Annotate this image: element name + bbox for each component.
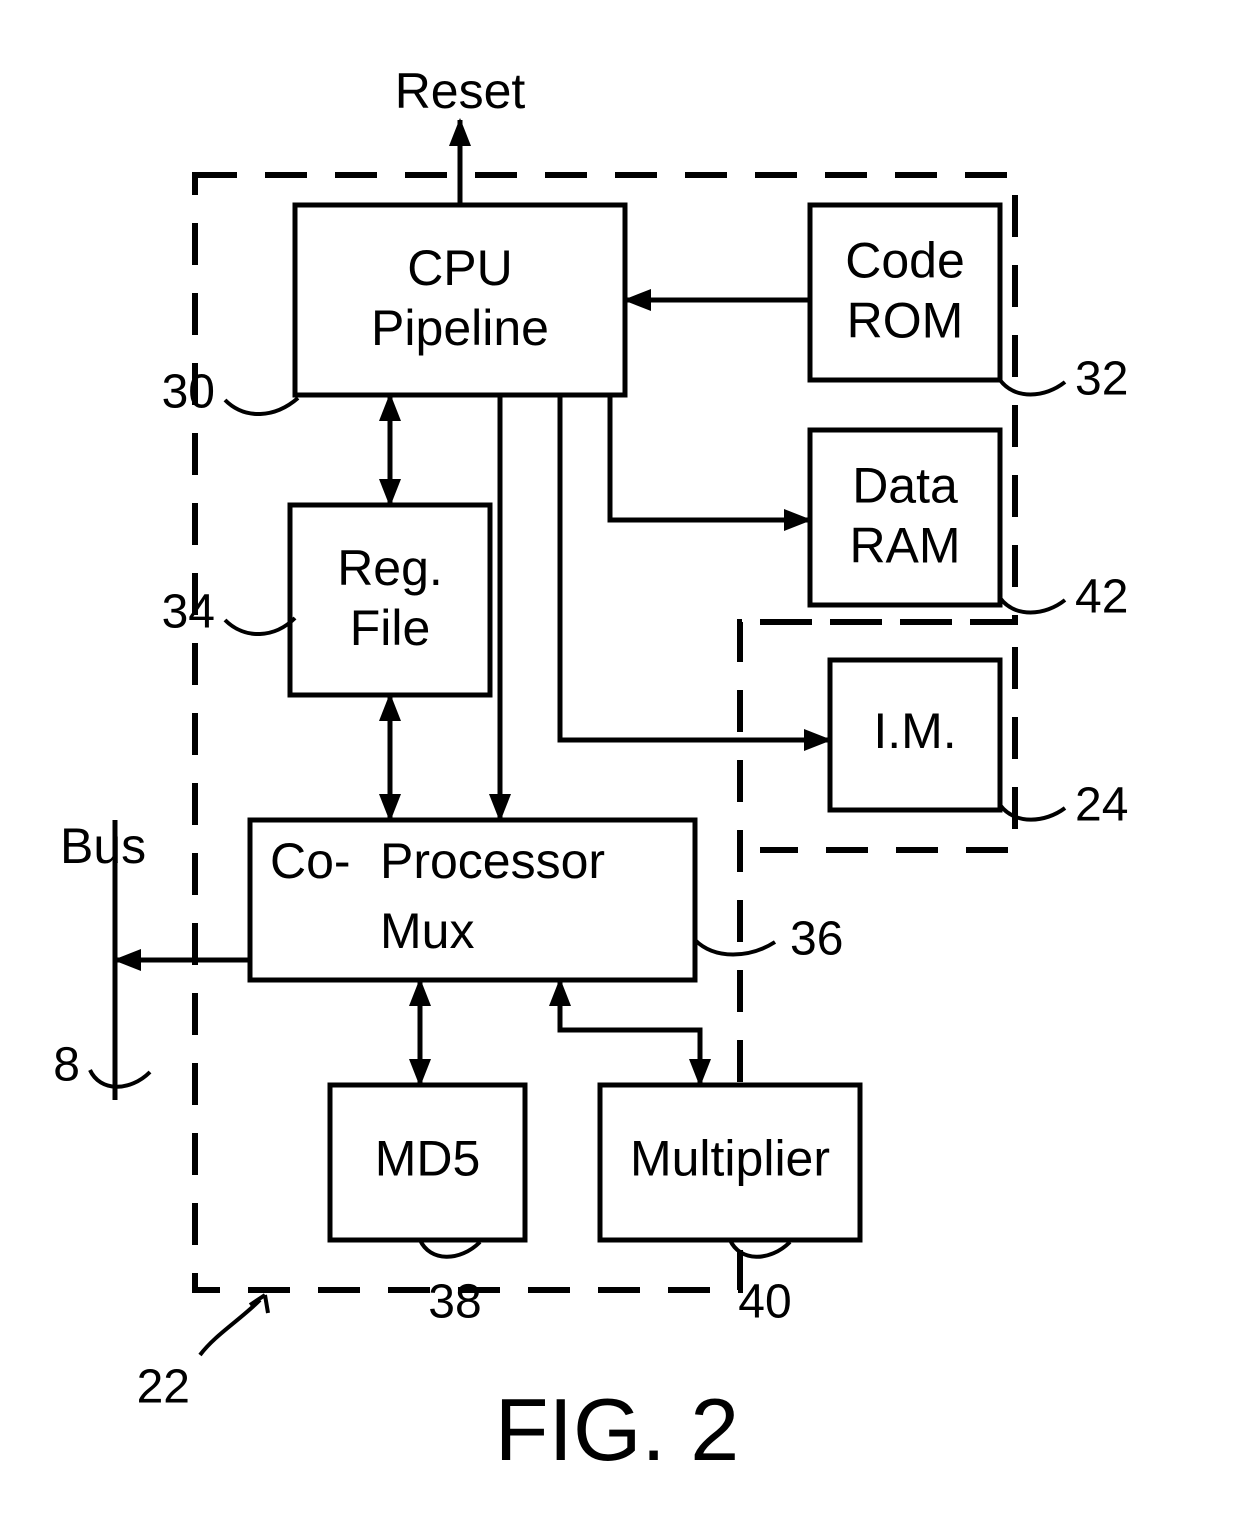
leader-l22h bbox=[250, 1295, 268, 1313]
edge-cpu-dataram bbox=[610, 395, 810, 520]
leader-l8 bbox=[90, 1070, 150, 1087]
leader-l24 bbox=[1000, 805, 1065, 820]
md5-label: MD5 bbox=[375, 1131, 481, 1187]
leader-l32 bbox=[1000, 380, 1065, 395]
im-label: I.M. bbox=[873, 703, 956, 759]
ref-32: 32 bbox=[1075, 353, 1128, 406]
regfile-label-1: Reg. bbox=[337, 540, 443, 596]
ref-36: 36 bbox=[790, 913, 843, 966]
copro-label-2: Processor bbox=[380, 833, 605, 889]
ref-22: 22 bbox=[137, 1361, 190, 1414]
leader-l34 bbox=[225, 618, 295, 634]
dataram-label-2: RAM bbox=[849, 518, 960, 574]
copro-label-3: Mux bbox=[380, 903, 474, 959]
reset-label: Reset bbox=[395, 63, 526, 119]
figure-label: FIG. 2 bbox=[495, 1380, 740, 1479]
ref-34: 34 bbox=[162, 586, 215, 639]
block-diagram: CPUPipeline CodeROM DataRAM Reg.File I.M. Co-… bbox=[0, 0, 1234, 1525]
dataram-label-1: Data bbox=[852, 458, 958, 514]
leader-l38 bbox=[420, 1240, 480, 1257]
mult-label: Multiplier bbox=[630, 1131, 830, 1187]
leader-l22 bbox=[200, 1300, 260, 1355]
ref-30: 30 bbox=[162, 366, 215, 419]
bus-label: Bus bbox=[60, 818, 146, 874]
copro-label-1: Co- bbox=[270, 833, 351, 889]
ref-8: 8 bbox=[53, 1039, 80, 1092]
leader-l30 bbox=[225, 398, 298, 414]
leader-l42 bbox=[1000, 598, 1065, 613]
edge-copro-mult bbox=[560, 980, 700, 1085]
edge-cpu-im bbox=[560, 395, 830, 740]
ref-40: 40 bbox=[738, 1276, 791, 1329]
leader-l36 bbox=[695, 940, 775, 955]
ref-38: 38 bbox=[428, 1276, 481, 1329]
ref-24: 24 bbox=[1075, 779, 1128, 832]
coderom-label-2: ROM bbox=[847, 293, 964, 349]
cpu-label-2: Pipeline bbox=[371, 300, 549, 356]
cpu-label-1: CPU bbox=[407, 240, 513, 296]
ref-42: 42 bbox=[1075, 571, 1128, 624]
regfile-label-2: File bbox=[350, 600, 431, 656]
coderom-label-1: Code bbox=[845, 233, 965, 289]
